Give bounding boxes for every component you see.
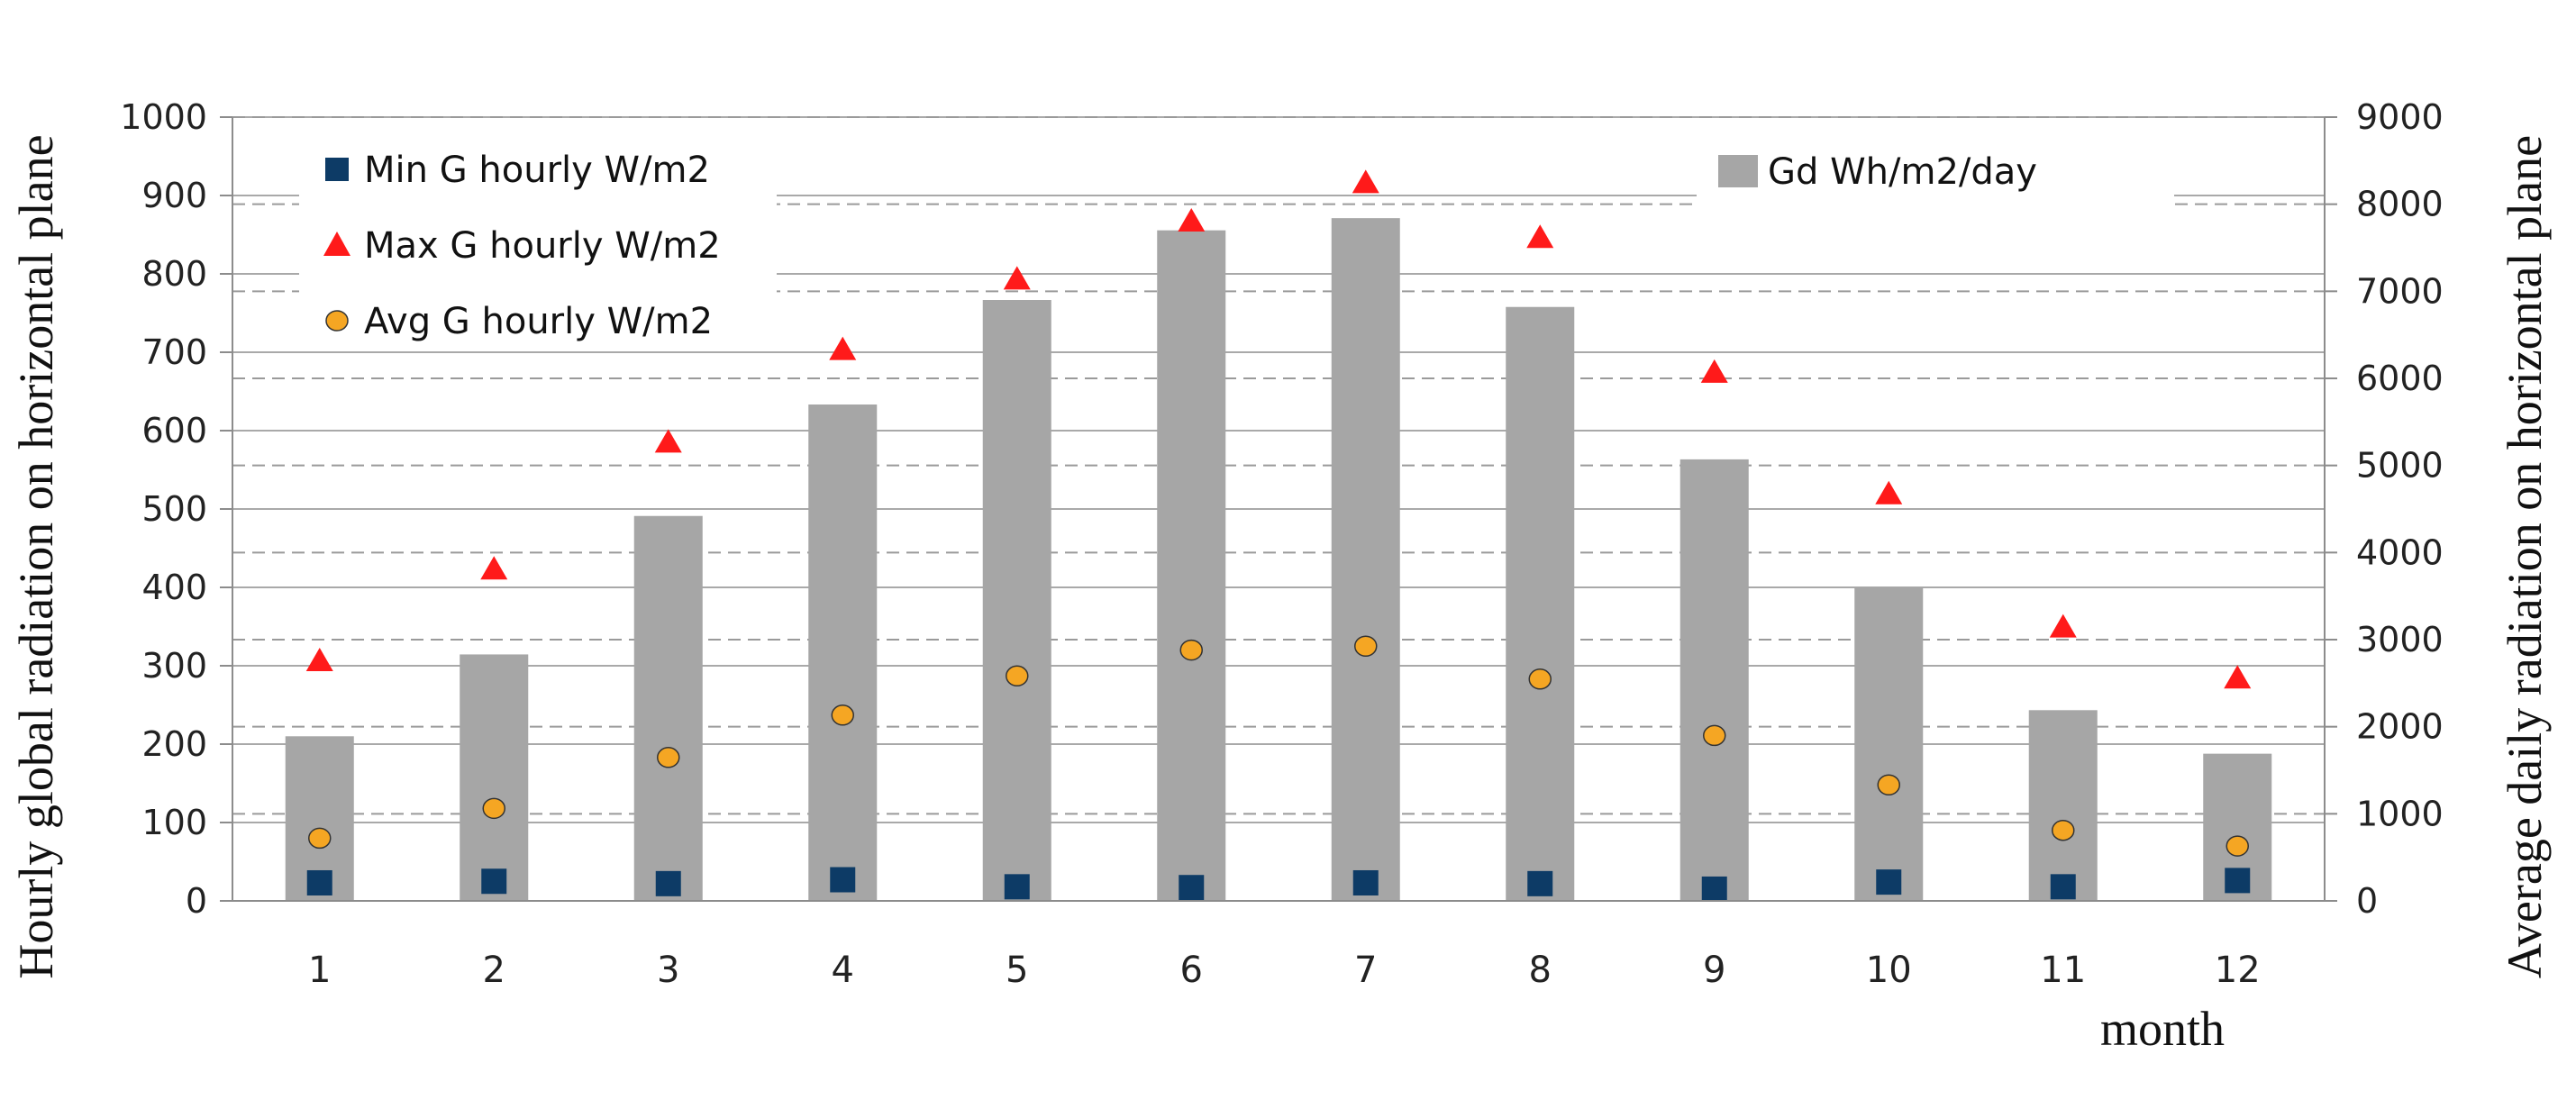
marker-min	[830, 867, 856, 893]
marker-min	[655, 870, 681, 896]
marker-max	[1700, 359, 1728, 383]
marker-max	[654, 429, 682, 453]
marker-max	[1352, 169, 1379, 194]
marker-avg	[657, 747, 680, 768]
x-tick-label: 9	[1703, 950, 1725, 991]
x-tick-label: 1	[308, 950, 331, 991]
marker-avg	[1006, 665, 1029, 687]
marker-avg	[2052, 819, 2075, 841]
x-tick-label: 5	[1006, 950, 1028, 991]
marker-avg	[1528, 668, 1552, 690]
marker-max	[1178, 207, 1206, 232]
marker-min	[1701, 876, 1727, 902]
legend-label: Gd Wh/m2/day	[1768, 151, 2037, 193]
x-tick-label: 7	[1354, 950, 1377, 991]
bar-gd	[1679, 459, 1749, 901]
legend-left-box	[299, 137, 777, 351]
y-tick-label-left: 100	[141, 803, 207, 842]
marker-max	[1875, 480, 1903, 504]
y-tick-label-right: 0	[2356, 881, 2378, 921]
marker-avg	[308, 827, 332, 850]
legend-label: Avg G hourly W/m2	[364, 301, 713, 342]
marker-max	[305, 648, 333, 672]
y-tick-label-left: 1000	[120, 97, 207, 137]
bar-gd	[1506, 306, 1575, 901]
x-tick-label: 2	[483, 950, 505, 991]
y-tick-label-left: 600	[141, 411, 207, 450]
y-tick-label-right: 2000	[2356, 707, 2444, 747]
y-tick-label-left: 400	[141, 568, 207, 607]
bar-gd	[1331, 218, 1400, 902]
legend-label: Max G hourly W/m2	[364, 225, 721, 267]
bar-gd	[460, 654, 529, 901]
marker-layer	[305, 169, 2252, 902]
bar-layer	[285, 218, 2272, 902]
bar-gd	[982, 300, 1051, 901]
marker-max	[1526, 224, 1554, 249]
x-axis-title: month	[2100, 1002, 2225, 1056]
marker-max	[829, 336, 857, 360]
marker-avg	[831, 704, 854, 726]
legend-right-box	[1697, 137, 2174, 209]
marker-min	[2050, 874, 2076, 900]
axis-layer: 0 100 200 300 400 500 600 700 800 900 1000 0 1000 200…	[120, 97, 2443, 991]
y-tick-label-right: 5000	[2356, 446, 2444, 486]
bar-gd	[1854, 587, 1924, 901]
y-axis-title-right: Average daily radiation on horizontal pl…	[2498, 135, 2552, 978]
x-tick-label: 3	[657, 950, 679, 991]
legend-swatch-avg	[325, 310, 349, 332]
marker-min	[1352, 869, 1379, 895]
bar-gd	[633, 515, 703, 901]
legend-swatch-max	[323, 232, 350, 256]
marker-avg	[1703, 724, 1726, 747]
y-tick-label-left: 300	[141, 646, 207, 686]
y-axis-title-left: Hourly global radiation on horizontal pl…	[9, 134, 63, 978]
y-tick-label-left: 0	[186, 881, 207, 921]
marker-avg	[1354, 635, 1378, 657]
y-tick-label-left: 900	[141, 176, 207, 215]
x-tick-label: 11	[2040, 950, 2086, 991]
bar-gd	[2028, 710, 2098, 901]
y-tick-label-left: 800	[141, 254, 207, 294]
x-tick-label: 4	[832, 950, 854, 991]
marker-min	[481, 868, 507, 895]
y-tick-label-right: 7000	[2356, 271, 2444, 311]
marker-avg	[2226, 835, 2249, 857]
x-tick-label: 10	[1866, 950, 1912, 991]
y-tick-label-right: 4000	[2356, 532, 2444, 572]
bar-gd	[1157, 230, 1226, 901]
y-tick-label-right: 1000	[2356, 794, 2444, 833]
x-tick-label: 8	[1529, 950, 1552, 991]
y-tick-label-left: 500	[141, 489, 207, 529]
y-tick-label-right: 9000	[2356, 97, 2444, 137]
x-tick-label: 12	[2215, 950, 2261, 991]
marker-avg	[1877, 774, 1900, 795]
x-tick-label: 6	[1180, 950, 1203, 991]
marker-min	[1179, 875, 1205, 901]
y-tick-label-right: 3000	[2356, 620, 2444, 659]
marker-max	[480, 556, 508, 580]
marker-max	[2224, 665, 2252, 689]
marker-min	[1527, 870, 1553, 896]
marker-avg	[1179, 639, 1203, 661]
marker-avg	[482, 797, 505, 820]
marker-min	[2225, 868, 2251, 894]
marker-min	[306, 869, 332, 895]
y-tick-label-left: 200	[141, 724, 207, 764]
legend-label: Min G hourly W/m2	[364, 150, 710, 191]
legend-swatch-gd	[1718, 155, 1758, 187]
bar-gd	[808, 404, 878, 901]
y-tick-label-right: 8000	[2356, 185, 2444, 224]
y-tick-label-left: 700	[141, 332, 207, 372]
marker-min	[1004, 874, 1030, 900]
marker-max	[2049, 614, 2077, 638]
legend-layer: Min G hourly W/m2 Max G hourly W/m2 Avg G …	[299, 137, 2174, 351]
y-tick-label-right: 6000	[2356, 359, 2444, 398]
marker-min	[1876, 869, 1902, 895]
marker-max	[1003, 266, 1031, 290]
legend-swatch-min	[325, 158, 349, 181]
